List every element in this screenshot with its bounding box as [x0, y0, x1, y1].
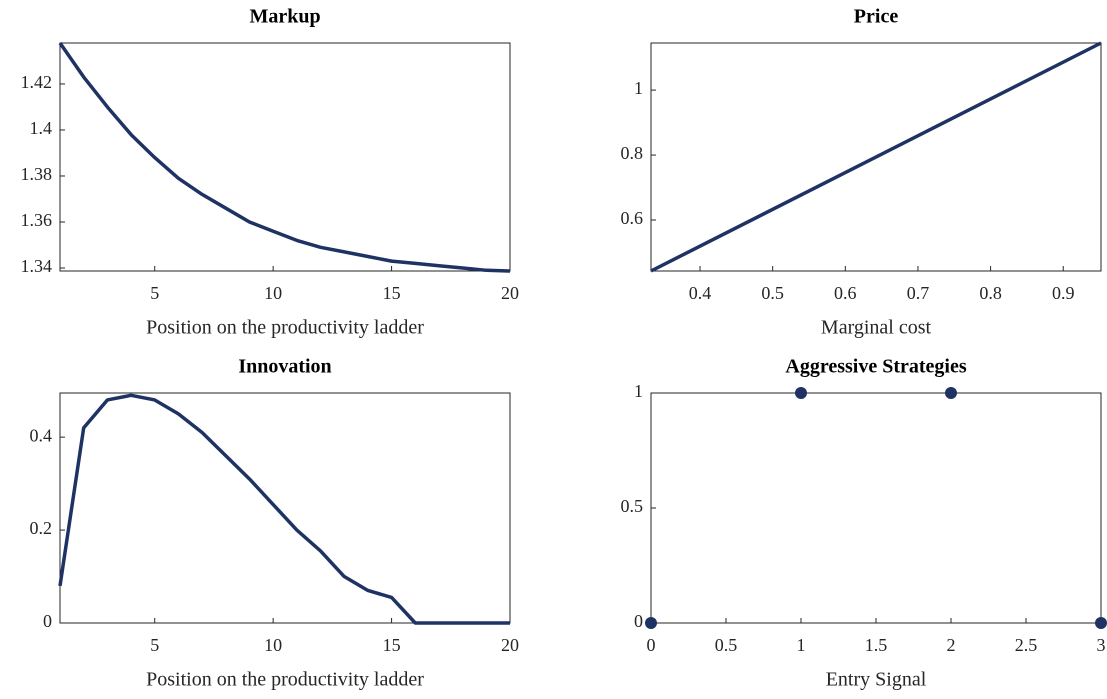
x-tick-label: 0.7	[907, 283, 930, 303]
x-tick-label: 1	[797, 635, 806, 655]
y-tick-label: 0.6	[621, 208, 644, 228]
x-tick-label: 10	[264, 283, 282, 303]
y-tick-label: 0	[43, 611, 52, 631]
x-tick-label: 0	[647, 635, 656, 655]
x-tick-label: 2	[947, 635, 956, 655]
y-tick-label: 1	[634, 78, 643, 98]
x-tick-label: 0.5	[761, 283, 784, 303]
data-line	[58, 393, 510, 625]
x-tick-label: 1.5	[865, 635, 888, 655]
y-tick-label: 1.42	[21, 72, 53, 92]
x-axis-label: Position on the productivity ladder	[146, 317, 424, 339]
subplot-title: Innovation	[238, 356, 331, 378]
subplot-title: Price	[854, 6, 899, 28]
x-axis-label: Entry Signal	[826, 669, 927, 691]
data-point	[1095, 617, 1107, 629]
data-line	[58, 42, 511, 273]
x-tick-label: 5	[150, 635, 159, 655]
y-tick-label: 0.8	[621, 143, 644, 163]
x-tick-label: 0.4	[689, 283, 712, 303]
axes-box	[59, 392, 511, 624]
y-tick-label: 1	[634, 381, 643, 401]
axes-box	[650, 42, 1102, 272]
x-tick-label: 0.9	[1052, 283, 1075, 303]
x-tick-label: 0.8	[979, 283, 1002, 303]
x-tick-label: 0.6	[834, 283, 857, 303]
y-tick-label: 0.5	[621, 496, 644, 516]
x-tick-label: 20	[501, 283, 519, 303]
y-tick-label: 1.36	[21, 210, 53, 230]
y-tick-label: 1.34	[21, 256, 53, 276]
data-point	[795, 387, 807, 399]
x-tick-label: 15	[383, 283, 401, 303]
axes-box	[650, 392, 1102, 624]
x-tick-label: 15	[383, 635, 401, 655]
x-tick-label: 10	[264, 635, 282, 655]
y-tick-label: 0	[634, 611, 643, 631]
x-tick-label: 5	[150, 283, 159, 303]
y-tick-label: 1.38	[21, 164, 53, 184]
data-point	[945, 387, 957, 399]
y-tick-label: 1.4	[30, 118, 53, 138]
subplot-title: Markup	[249, 6, 320, 28]
y-tick-label: 0.2	[30, 518, 53, 538]
x-axis-label: Marginal cost	[821, 317, 932, 339]
y-tick-label: 0.4	[30, 425, 53, 445]
axes-box	[59, 42, 511, 272]
subplot-title: Aggressive Strategies	[785, 356, 966, 378]
data-point	[645, 617, 657, 629]
x-tick-label: 2.5	[1015, 635, 1038, 655]
x-tick-label: 3	[1097, 635, 1106, 655]
x-tick-label: 0.5	[715, 635, 738, 655]
x-tick-label: 20	[501, 635, 519, 655]
data-line	[650, 41, 1102, 273]
x-axis-label: Position on the productivity ladder	[146, 669, 424, 691]
